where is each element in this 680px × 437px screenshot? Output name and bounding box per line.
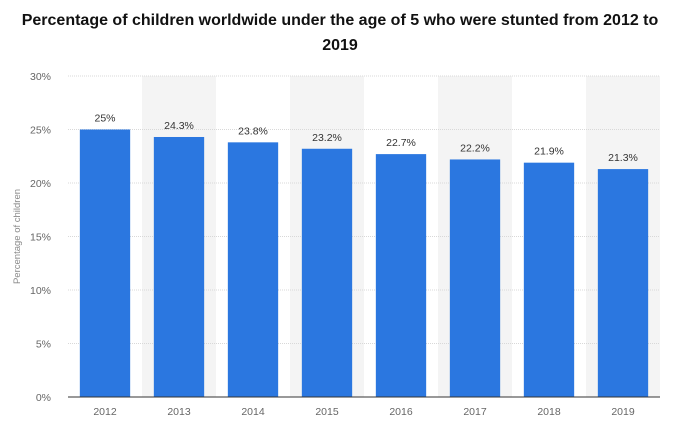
y-tick-label: 30% [30,71,51,83]
x-tick-label: 2016 [389,406,413,418]
x-tick-label: 2017 [463,406,487,418]
x-tick-label: 2015 [315,406,339,418]
x-axis-ticks: 2012 2013 2014 2015 2016 2017 2018 2019 [93,406,635,418]
data-label: 23.2% [312,132,342,144]
bar [375,154,427,397]
y-axis-label: Percentage of children [12,189,23,284]
y-tick-label: 25% [30,125,51,137]
chart-title: Percentage of children worldwide under t… [0,8,680,58]
bar [523,162,575,397]
chart-title-line-2: 2019 [322,37,358,54]
y-tick-label: 20% [30,178,51,190]
x-tick-label: 2018 [537,406,561,418]
data-label: 21.3% [608,152,638,164]
bar [597,169,649,397]
x-tick-label: 2014 [241,406,265,418]
y-tick-label: 10% [30,285,51,297]
y-tick-label: 0% [36,392,51,404]
data-labels: 25% 24.3% 23.8% 23.2% 22.7% 22.2% 21.9% 21.3% [94,113,637,165]
y-tick-label: 5% [36,339,51,351]
bar [449,159,501,397]
data-label: 22.7% [386,137,416,149]
bar [153,136,205,398]
chart-title-line-1: Percentage of children worldwide under t… [21,12,659,29]
x-tick-label: 2012 [93,406,117,418]
bar [79,129,131,397]
bar [301,148,353,397]
x-tick-label: 2013 [167,406,191,418]
data-label: 25% [94,113,115,125]
data-label: 23.8% [238,125,268,137]
y-axis-ticks: 0% 5% 10% 15% 20% 25% 30% [30,71,51,404]
y-tick-label: 15% [30,232,51,244]
bar [227,142,279,397]
data-label: 21.9% [534,146,564,158]
data-label: 22.2% [460,142,490,154]
bar-series [79,129,649,398]
x-tick-label: 2019 [611,406,635,418]
data-label: 24.3% [164,120,194,132]
